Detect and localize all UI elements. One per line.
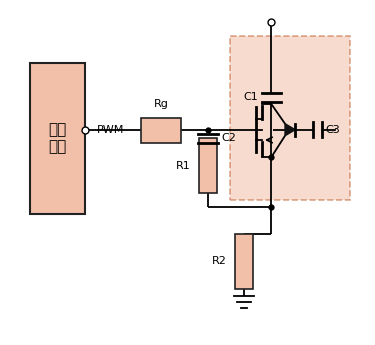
Text: 电源
芯片: 电源 芯片 <box>48 122 67 155</box>
Text: Rg: Rg <box>153 99 168 109</box>
Text: R1: R1 <box>176 161 191 171</box>
Text: C3: C3 <box>325 125 340 135</box>
Text: C2: C2 <box>221 133 236 143</box>
Text: PWM: PWM <box>97 125 124 135</box>
Text: R2: R2 <box>212 256 227 266</box>
Bar <box>141 118 181 144</box>
Bar <box>230 36 350 200</box>
Polygon shape <box>285 124 295 136</box>
Bar <box>200 138 217 193</box>
Bar <box>30 63 85 214</box>
Text: C1: C1 <box>244 92 258 102</box>
Bar <box>236 234 252 289</box>
